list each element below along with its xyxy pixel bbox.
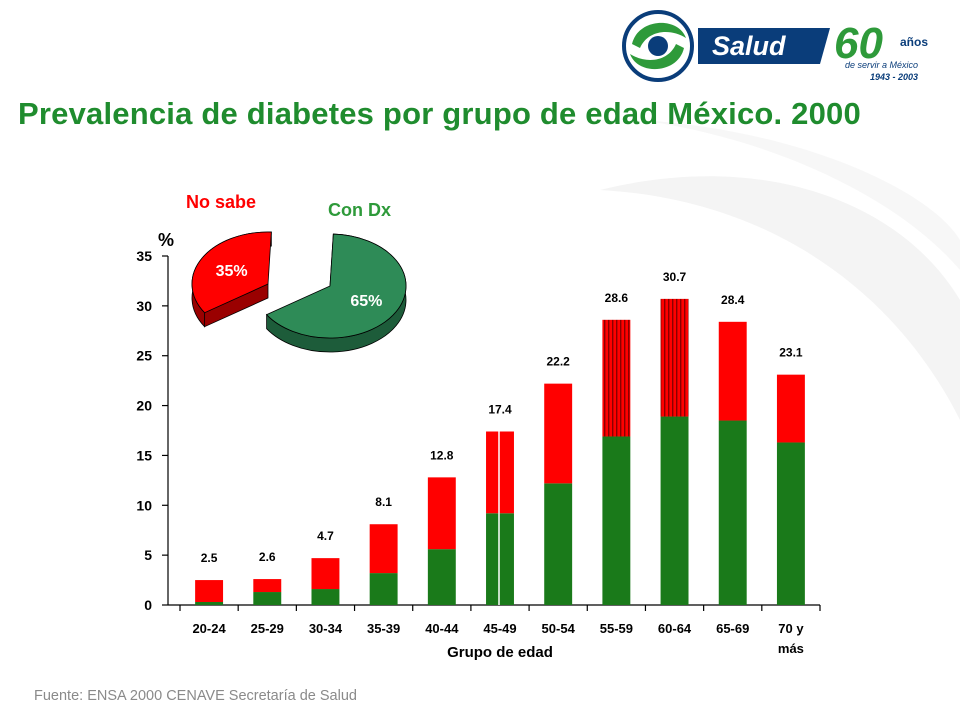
bar-con-dx [486,513,514,605]
logo-banner [698,28,830,64]
source-note: Fuente: ENSA 2000 CENAVE Secretaría de S… [34,688,357,704]
bar-no-sabe [776,374,805,443]
x-tick-label: 20-24 [192,621,226,636]
bar-no-sabe [602,319,631,437]
y-tick-label: 5 [144,547,152,563]
data-labels: 2.5 2.6 4.7 8.1 12.8 17.4 22.2 28.6 30.7 28.4 23.1 [201,270,803,565]
x-tick-label: 40-44 [425,621,459,636]
bar-con-dx [427,549,456,605]
y-tick-label: 35 [136,248,152,264]
pie-legend-con-dx: Con Dx [328,200,391,220]
bar-no-sabe [369,524,398,574]
data-label: 2.5 [201,551,218,565]
pie-slice-no-sabe [191,231,272,314]
salud-logo: Salud 60 años de servir a México 1943 - … [622,10,928,82]
bar-con-dx [660,416,689,605]
x-tick-label: 35-39 [367,621,400,636]
x-tick-label: 60-64 [658,621,692,636]
salud-emblem-icon [622,10,694,82]
data-label: 22.2 [547,355,571,369]
pie-value-label: 65% [350,293,382,310]
y-tick-label: 25 [136,348,152,364]
data-label: 23.1 [779,346,803,360]
bar-no-sabe [427,477,456,550]
bar-no-sabe [311,558,340,590]
data-label: 17.4 [488,402,512,416]
y-tick-label: 10 [136,497,152,513]
bar-con-dx [253,592,282,605]
y-axis-label: % [158,230,174,250]
logo-60: 60 [834,19,883,68]
x-tick-label: 45-49 [483,621,516,636]
pie-chart: 35% 65% [191,231,407,353]
bar-con-dx [369,573,398,605]
x-tick-label: 50-54 [542,621,576,636]
bar-no-sabe [486,431,514,514]
data-label: 30.7 [663,270,687,284]
pie-slice-con-dx [265,233,407,339]
y-tick-label: 0 [144,597,152,613]
page-title: Prevalencia de diabetes por grupo de eda… [18,96,861,131]
y-tick-label: 30 [136,298,152,314]
x-tick-label: 70 y [778,621,804,636]
data-label: 8.1 [375,495,392,509]
x-tick-label: 30-34 [309,621,343,636]
bar-no-sabe [544,383,573,484]
data-label: 28.4 [721,293,745,307]
logo-tagline: de servir a México [845,60,918,70]
data-label: 28.6 [605,291,629,305]
bar-con-dx [602,436,631,605]
pie-legend-no-sabe: No sabe [186,192,256,212]
bar-no-sabe [660,298,689,417]
bar-con-dx [544,483,573,605]
bars [195,298,805,605]
y-tick-label: 15 [136,447,152,463]
y-axis: 0 5 10 15 20 25 30 35 [136,248,169,613]
data-label: 4.7 [317,529,334,543]
x-tick-label: 65-69 [716,621,749,636]
x-tick-label: más [778,641,804,656]
logo-years: 1943 - 2003 [870,72,918,82]
bar-no-sabe [253,579,282,593]
data-label: 12.8 [430,448,454,462]
bar-con-dx [718,420,747,605]
bar-con-dx [311,589,340,605]
x-tick-label: 25-29 [251,621,284,636]
bar-no-sabe [195,580,224,603]
bar-con-dx [776,442,805,605]
pie-value-label: 35% [216,263,248,280]
logo-anos: años [900,35,928,49]
x-axis-label: Grupo de edad [447,644,553,661]
y-tick-label: 20 [136,398,152,414]
logo-brand: Salud [712,31,786,61]
x-tick-label: 55-59 [600,621,633,636]
data-label: 2.6 [259,550,276,564]
bar-no-sabe [718,321,747,421]
bar-con-dx [195,602,224,605]
